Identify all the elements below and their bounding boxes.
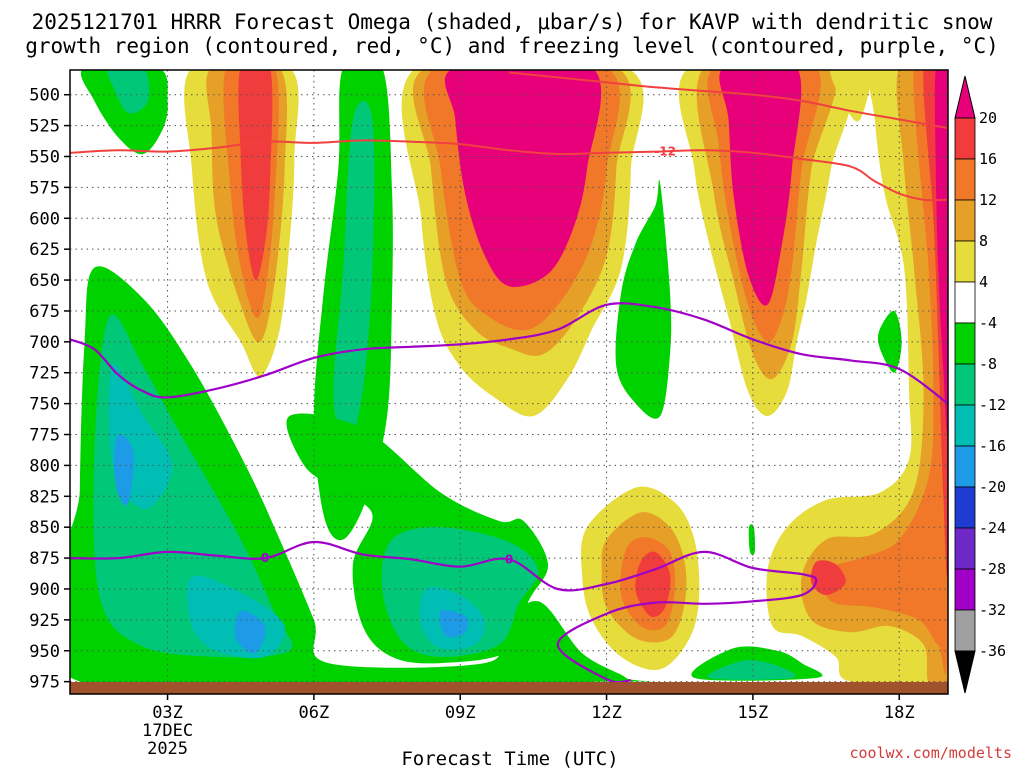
colorbar-swatch-m36_m32 bbox=[954, 609, 976, 652]
y-tick-label-750: 750 bbox=[29, 395, 60, 415]
contour-lines: -12 0 0 bbox=[70, 71, 948, 684]
credit-link[interactable]: coolwx.com/modelts bbox=[849, 744, 1012, 762]
omega-region-m8_m4-14 bbox=[615, 179, 672, 419]
y-tick-label-850: 850 bbox=[29, 518, 60, 538]
x-tick-label-09Z: 09Z bbox=[445, 703, 476, 723]
omega-region-m20_m16-5 bbox=[113, 434, 134, 506]
y-tick-label-900: 900 bbox=[29, 580, 60, 600]
colorbar-swatch-m32_m28 bbox=[954, 568, 976, 611]
colorbar-label--20: -20 bbox=[979, 478, 1006, 496]
freezing-level-line-lower bbox=[70, 540, 818, 684]
x-axis-label: Forecast Time (UTC) bbox=[401, 748, 618, 768]
y-tick-label-700: 700 bbox=[29, 333, 60, 353]
colorbar-swatch-16_20 bbox=[954, 117, 976, 160]
y-tick-label-975: 975 bbox=[29, 673, 60, 693]
freezing-level-line-upper bbox=[70, 302, 948, 405]
x-tick-label-15Z: 15Z bbox=[738, 703, 769, 723]
freezing-label-2: 0 bbox=[505, 552, 513, 566]
y-tick-label-775: 775 bbox=[29, 426, 60, 446]
plot-frame bbox=[69, 69, 949, 695]
y-tick-label-500: 500 bbox=[29, 86, 60, 106]
omega-region-m12_m8-9 bbox=[333, 100, 375, 441]
x-tick-label-12Z: 12Z bbox=[591, 703, 622, 723]
colorbar-label-4: 4 bbox=[979, 273, 988, 291]
colorbar-swatch-8_12 bbox=[954, 199, 976, 242]
colorbar: 20 16 12 8 4 -4 -8 -12 -16 -20 -24 -28 -32 -36 bbox=[954, 75, 1006, 694]
colorbar-label--24: -24 bbox=[979, 519, 1006, 537]
y-tick-label-800: 800 bbox=[29, 456, 60, 476]
omega-region-16_20-23 bbox=[238, 70, 273, 281]
dgz-contour-line bbox=[70, 139, 948, 202]
x-tick-label-18Z: 18Z bbox=[884, 703, 915, 723]
y-axis: 500 525 550 575 600 625 650 675 700 725 750 775 800 8… bbox=[29, 86, 70, 693]
y-tick-label-825: 825 bbox=[29, 487, 60, 507]
y-tick-label-725: 725 bbox=[29, 364, 60, 384]
y-tick-label-675: 675 bbox=[29, 302, 60, 322]
colorbar-swatch-m16_m12 bbox=[954, 404, 976, 447]
colorbar-label-12: 12 bbox=[979, 191, 997, 209]
y-tick-label-550: 550 bbox=[29, 147, 60, 167]
omega-region-16_20-37 bbox=[810, 560, 846, 596]
y-tick-label-650: 650 bbox=[29, 271, 60, 291]
colorbar-label-16: 16 bbox=[979, 150, 997, 168]
colorbar-label--36: -36 bbox=[979, 642, 1006, 660]
freezing-label-1: 0 bbox=[261, 551, 269, 565]
ground-strip bbox=[70, 682, 948, 694]
colorbar-label--32: -32 bbox=[979, 601, 1006, 619]
omega-region-m12_m8-16 bbox=[707, 660, 796, 680]
colorbar-label-20: 20 bbox=[979, 109, 997, 127]
x-tick-label-03Z: 03Z bbox=[152, 703, 183, 723]
colorbar-cap-bottom bbox=[954, 650, 976, 694]
omega-region-m20_m16-13 bbox=[439, 610, 468, 638]
colorbar-cap-top bbox=[954, 75, 976, 119]
colorbar-swatch-12_16 bbox=[954, 158, 976, 201]
omega-region-m8_m4-19 bbox=[748, 524, 756, 555]
omega-region-4_8-32 bbox=[830, 70, 872, 122]
y-tick-label-600: 600 bbox=[29, 209, 60, 229]
y-tick-label-875: 875 bbox=[29, 549, 60, 569]
y-tick-label-525: 525 bbox=[29, 117, 60, 137]
colorbar-label--4: -4 bbox=[979, 314, 997, 332]
colorbar-swatch-m28_m24 bbox=[954, 527, 976, 570]
x-tick-date-day: 17DEC bbox=[142, 721, 193, 741]
chart-title-line1: 2025121701 HRRR Forecast Omega (shaded, … bbox=[32, 10, 993, 34]
omega-region-m20_m16-7 bbox=[234, 610, 266, 654]
x-tick-date-year: 2025 bbox=[147, 739, 188, 759]
colorbar-swatch-neutral bbox=[954, 281, 976, 324]
y-tick-label-625: 625 bbox=[29, 240, 60, 260]
colorbar-label--12: -12 bbox=[979, 396, 1006, 414]
plot-area: -12 0 0 bbox=[70, 70, 948, 694]
colorbar-swatch-4_8 bbox=[954, 240, 976, 283]
chart-title-line2: growth region (contoured, red, °C) and f… bbox=[25, 34, 999, 58]
gridlines bbox=[70, 70, 948, 694]
omega-region-gt20-27 bbox=[444, 70, 602, 287]
colorbar-swatch-m24_m20 bbox=[954, 486, 976, 529]
omega-region-m12_m8-3 bbox=[93, 314, 293, 658]
omega-region-12_16-35 bbox=[823, 70, 948, 675]
colorbar-swatch-m20_m16 bbox=[954, 445, 976, 488]
colorbar-swatch-m8_m4 bbox=[954, 322, 976, 365]
dgz-contour-line-upper bbox=[508, 71, 948, 130]
y-tick-label-575: 575 bbox=[29, 178, 60, 198]
colorbar-label--28: -28 bbox=[979, 560, 1006, 578]
colorbar-swatch-m12_m8 bbox=[954, 363, 976, 406]
colorbar-label--8: -8 bbox=[979, 355, 997, 373]
x-tick-label-06Z: 06Z bbox=[299, 703, 330, 723]
colorbar-label--16: -16 bbox=[979, 437, 1006, 455]
dgz-contour-label: -12 bbox=[654, 145, 676, 159]
y-tick-label-925: 925 bbox=[29, 611, 60, 631]
colorbar-label-8: 8 bbox=[979, 232, 988, 250]
omega-region-m12_m8-1 bbox=[107, 70, 150, 114]
omega-region-gt20-31 bbox=[719, 70, 802, 306]
y-tick-label-950: 950 bbox=[29, 642, 60, 662]
